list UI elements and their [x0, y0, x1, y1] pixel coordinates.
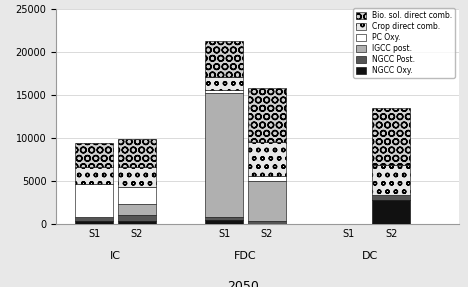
Bar [118, 166, 155, 187]
Bar [205, 90, 243, 94]
Bar [75, 143, 113, 166]
Bar [118, 215, 155, 221]
Text: FDC: FDC [234, 251, 257, 261]
Bar [205, 94, 243, 216]
Bar [118, 221, 155, 224]
Bar [75, 184, 113, 216]
Text: IC: IC [110, 251, 121, 261]
Legend: Bio. sol. direct comb., Crop direct comb., PC Oxy., IGCC post., NGCC Post., NGCC: Bio. sol. direct comb., Crop direct comb… [353, 8, 455, 78]
Bar [248, 176, 286, 181]
Bar [372, 108, 410, 165]
Bar [205, 220, 243, 224]
Bar [118, 204, 155, 215]
Bar [205, 41, 243, 77]
Bar [118, 187, 155, 204]
Bar [372, 165, 410, 195]
Bar [118, 139, 155, 166]
Bar [248, 181, 286, 221]
Bar [248, 221, 286, 224]
Text: 2050: 2050 [227, 280, 258, 287]
Bar [75, 166, 113, 184]
Bar [205, 217, 243, 220]
Bar [372, 200, 410, 224]
Bar [75, 221, 113, 224]
Bar [248, 88, 286, 142]
Bar [248, 142, 286, 176]
Text: DC: DC [362, 251, 378, 261]
Bar [205, 77, 243, 90]
Bar [75, 216, 113, 221]
Bar [372, 195, 410, 200]
